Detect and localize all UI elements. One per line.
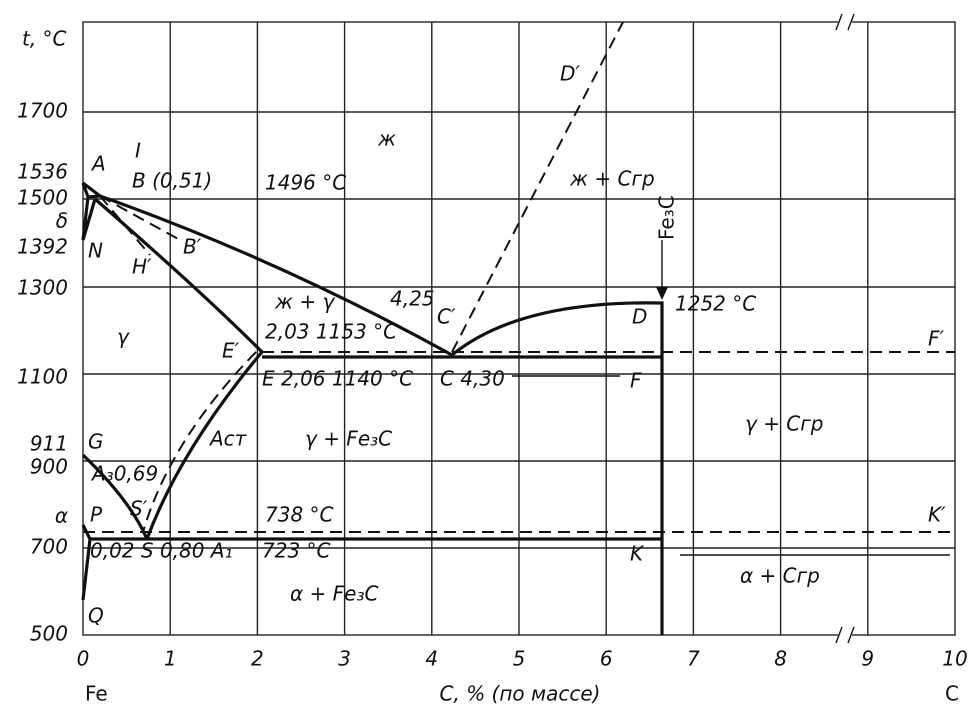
region-label: B (0,51) xyxy=(132,169,212,193)
phase-boundary xyxy=(81,182,97,241)
region-label: γ + Fe₃C xyxy=(305,427,392,451)
dashed-boundary xyxy=(142,351,257,533)
phase-boundary xyxy=(145,350,264,540)
region-label: 4,25 xyxy=(390,287,435,311)
y-tick-label: 700 xyxy=(30,535,68,559)
region-label: H′ xyxy=(132,255,152,279)
region-label: α + Fe₃C xyxy=(290,582,378,606)
region-label: F xyxy=(630,369,642,393)
dashed-boundary xyxy=(99,195,151,256)
x-tick-label: 9 xyxy=(861,647,874,671)
phase-boundary xyxy=(82,181,101,198)
y-tick-label: 1100 xyxy=(17,365,68,389)
axis-break xyxy=(838,18,852,28)
region-label: 738 °C xyxy=(265,503,334,527)
region-label: K xyxy=(630,542,645,566)
arrow-head xyxy=(656,287,668,300)
y-tick-label: 500 xyxy=(30,622,68,646)
region-label: 2,03 1153 °C xyxy=(265,320,397,344)
x-axis-title: C, % (по массе) xyxy=(440,682,601,706)
region-label: 1252 °C xyxy=(675,292,756,316)
region-label: 723 °C xyxy=(262,539,331,563)
x-tick-label: 10 xyxy=(942,647,967,671)
region-label: Fe₃C xyxy=(655,195,679,240)
phase-boundary xyxy=(99,194,453,357)
region-label: A xyxy=(90,152,106,176)
region-label: 1496 °C xyxy=(265,171,346,195)
x-tick-label: 1 xyxy=(164,647,177,671)
x-tick-label: 8 xyxy=(774,647,787,671)
x-tick-label: 2 xyxy=(251,647,264,671)
y-tick-label: 900 xyxy=(30,455,68,479)
region-label: C′ xyxy=(437,305,456,329)
region-label: D′ xyxy=(560,62,580,86)
y-tick-label: 1392 xyxy=(17,235,68,259)
region-label: E′ xyxy=(222,339,240,363)
axis-break-mark xyxy=(835,13,855,644)
phase-boundary xyxy=(81,524,92,601)
x-tick-label: 6 xyxy=(600,647,613,671)
dashed-boundary xyxy=(451,21,624,353)
y-tick-label: δ xyxy=(56,209,68,233)
region-label: G xyxy=(88,430,104,454)
phase-boundary xyxy=(93,197,264,354)
region-label: C 4,30 xyxy=(440,367,505,391)
region-label: γ + Cгр xyxy=(745,412,823,436)
region-label: Aст xyxy=(208,427,248,451)
y-tick-label: 1536 xyxy=(17,160,68,184)
region-label: ж + γ xyxy=(274,290,335,314)
y-axis-title: t, °C xyxy=(22,27,67,51)
region-label: B′ xyxy=(183,235,202,259)
region-label: A₃0,69 xyxy=(90,462,158,486)
region-label: I xyxy=(135,139,141,163)
y-tick-label: 1500 xyxy=(17,186,68,210)
x-tick-label: 5 xyxy=(513,647,526,671)
region-label: γ xyxy=(117,325,130,349)
region-label: P xyxy=(90,503,103,527)
y-tick-label: 1300 xyxy=(17,276,68,300)
region-label: D xyxy=(632,305,647,329)
region-label: ж + Cгр xyxy=(569,167,655,191)
y-tick-label: 1700 xyxy=(17,99,68,123)
x-tick-label: 0 xyxy=(77,647,90,671)
region-label: E 2,06 1140 °C xyxy=(262,367,413,391)
x-axis-left: Fe xyxy=(85,682,108,706)
x-tick-label: 4 xyxy=(425,647,438,671)
y-tick-label: 911 xyxy=(30,432,68,456)
region-label: Q xyxy=(88,604,104,628)
axis-break xyxy=(838,629,852,641)
region-label: α + Cгр xyxy=(740,564,820,588)
phase-lines xyxy=(81,21,955,635)
region-label: ж xyxy=(377,127,396,151)
dashed-boundary xyxy=(99,195,181,241)
region-label: F′ xyxy=(928,327,945,351)
phase-boundary xyxy=(450,301,664,635)
x-axis-right: C xyxy=(945,682,959,706)
x-tick-label: 3 xyxy=(338,647,351,671)
region-label: 0,02 S 0,80 A₁ xyxy=(90,539,233,563)
region-label: N xyxy=(88,239,103,263)
x-tick-label: 7 xyxy=(687,647,700,671)
region-label: S′ xyxy=(130,497,148,521)
phase-boundary xyxy=(87,194,101,199)
labels: t, °C170015361500δ139213001100911900α700… xyxy=(17,27,968,706)
y-tick-label: α xyxy=(55,504,68,528)
region-label: K′ xyxy=(928,503,946,527)
